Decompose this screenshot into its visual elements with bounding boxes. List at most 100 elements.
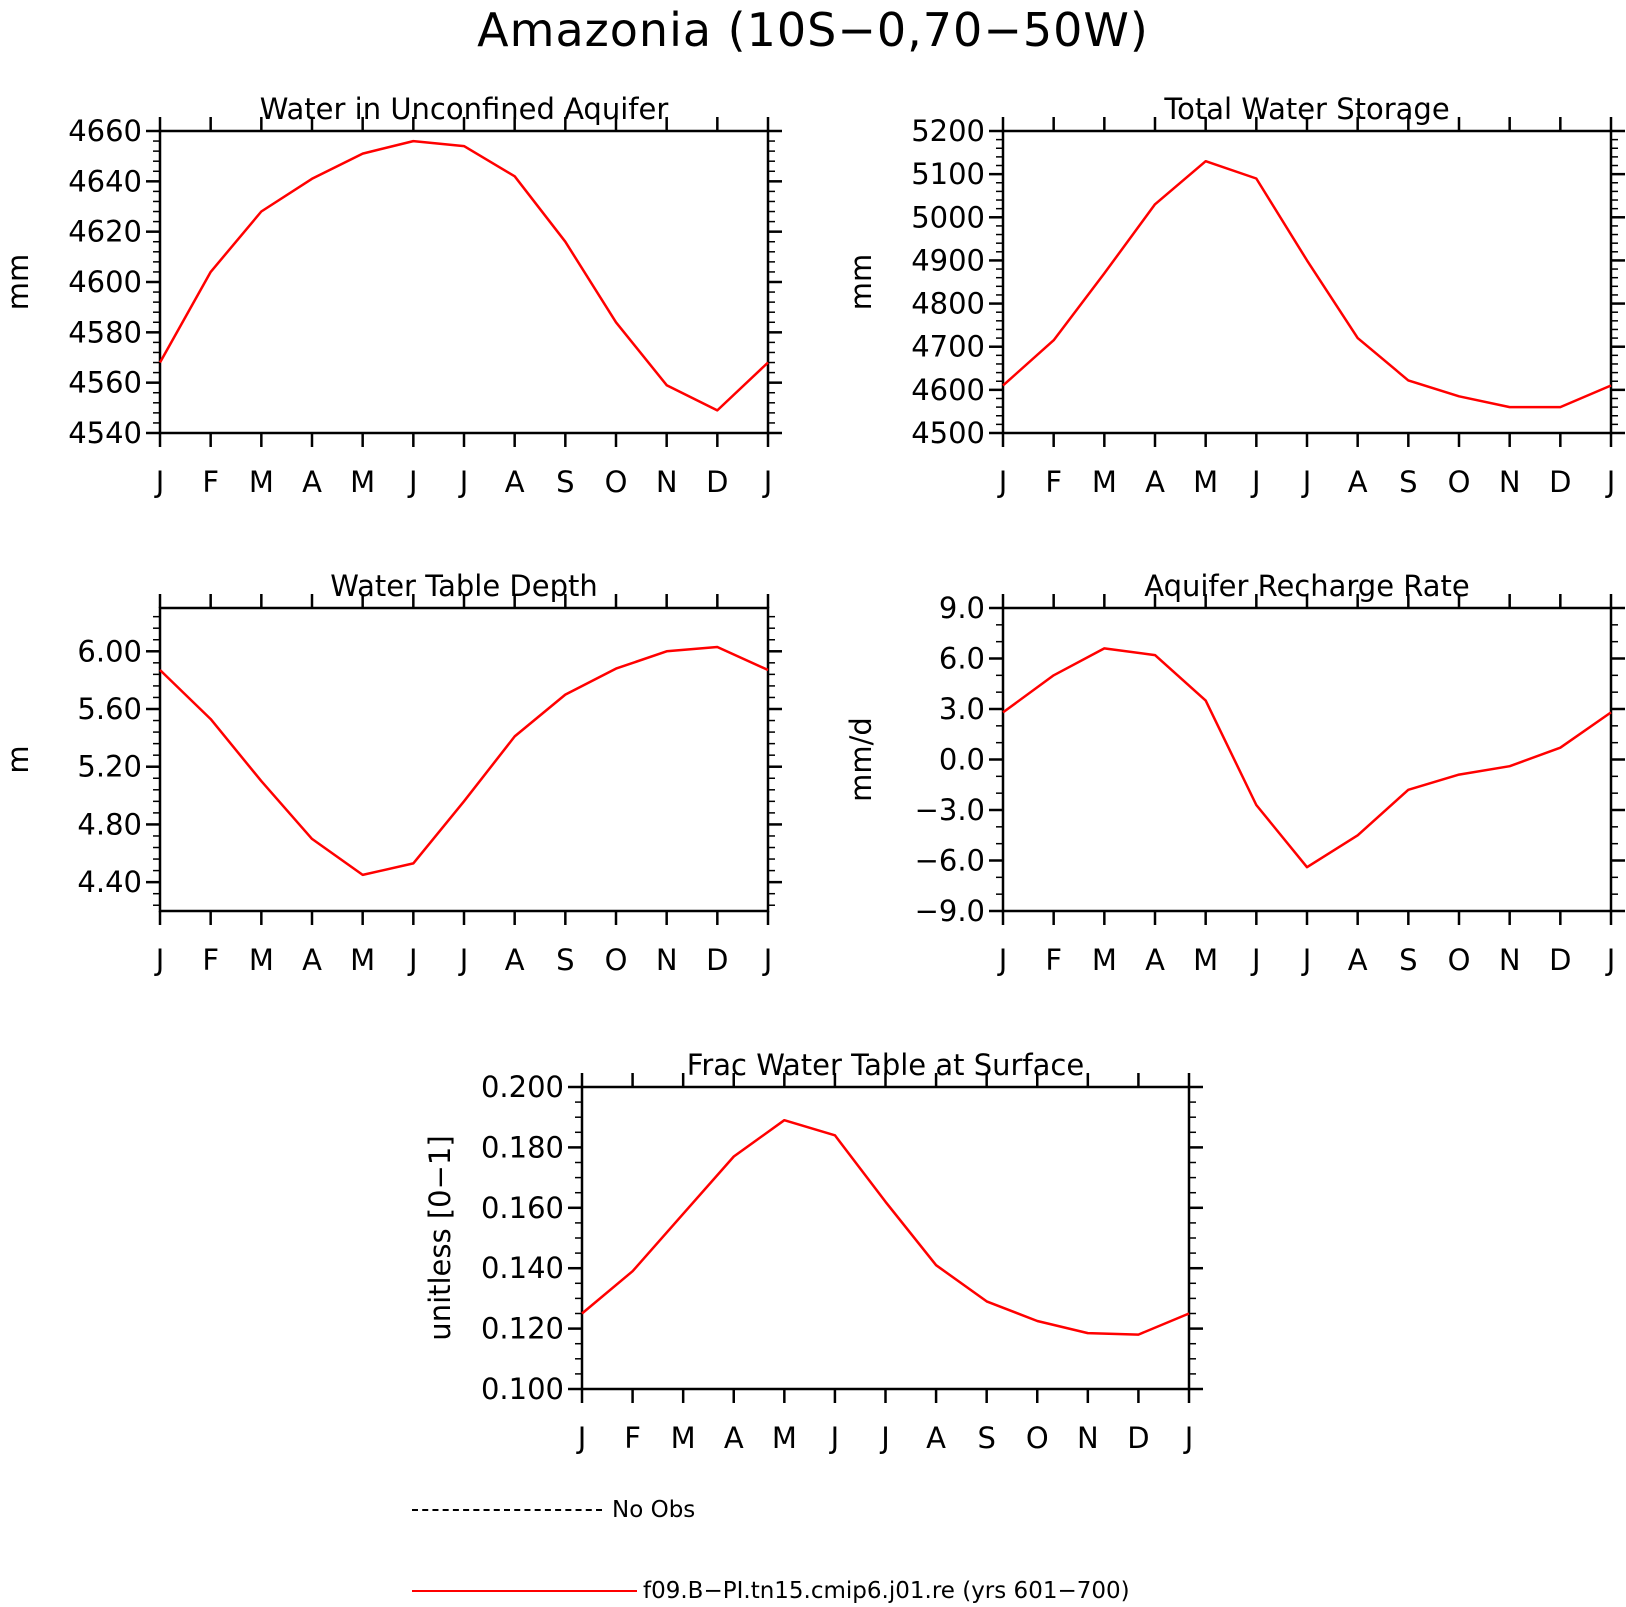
y-tick-label: 0.160 — [481, 1191, 564, 1225]
y-tick-label: 5000 — [911, 200, 985, 234]
x-tick-label: J — [1301, 465, 1312, 499]
y-tick-label: 4600 — [911, 373, 985, 407]
x-tick-label: J — [458, 943, 469, 977]
x-tick-label: J — [407, 465, 418, 499]
x-tick-label: N — [1499, 465, 1521, 499]
x-tick-label: J — [1250, 943, 1261, 977]
plot-frame — [580, 1085, 1191, 1391]
x-tick-label: F — [202, 943, 219, 977]
plot-frame — [1001, 129, 1613, 435]
x-tick-label: F — [624, 1421, 641, 1455]
x-tick-label: D — [706, 943, 728, 977]
series-line-1 — [158, 139, 769, 412]
x-tick-label: A — [1145, 943, 1165, 977]
x-tick-label: J — [1605, 943, 1616, 977]
x-tick-label: A — [302, 943, 322, 977]
legend-entry-no-obs: No Obs — [412, 1497, 695, 1523]
legend-red-swatch — [412, 1590, 637, 1592]
x-tick-label: S — [556, 465, 574, 499]
x-tick-label: M — [1193, 465, 1218, 499]
x-tick-label: S — [1399, 943, 1417, 977]
y-tick-label: 4560 — [68, 366, 142, 400]
y-tick-label: 4.80 — [77, 807, 142, 841]
x-tick-label: D — [1549, 465, 1571, 499]
y-tick-label: 4620 — [68, 215, 142, 249]
y-axis-label: mm/d — [844, 717, 878, 802]
x-tick-label: F — [1045, 943, 1062, 977]
x-tick-label: J — [997, 943, 1008, 977]
y-tick-label: −3.0 — [915, 793, 985, 827]
y-tick-label: 4500 — [911, 416, 985, 450]
y-tick-label: 4640 — [68, 164, 142, 198]
x-tick-label: A — [505, 465, 525, 499]
x-tick-label: J — [576, 1421, 587, 1455]
x-tick-label: A — [1348, 943, 1368, 977]
legend-label: f09.B−PI.tn15.cmip6.j01.re (yrs 601−700) — [643, 1578, 1130, 1604]
x-tick-label: A — [1348, 465, 1368, 499]
x-tick-label: J — [458, 465, 469, 499]
x-tick-label: O — [605, 943, 628, 977]
x-tick-label: F — [1045, 465, 1062, 499]
x-tick-label: M — [1092, 465, 1117, 499]
x-tick-label: D — [706, 465, 728, 499]
y-tick-label: 0.200 — [481, 1070, 564, 1104]
y-tick-label: 3.0 — [939, 692, 985, 726]
x-tick-label: J — [879, 1421, 890, 1455]
y-tick-label: 0.0 — [939, 743, 985, 777]
y-tick-label: −9.0 — [915, 894, 985, 928]
x-tick-label: M — [350, 465, 375, 499]
x-tick-label: J — [1301, 943, 1312, 977]
x-tick-label: A — [1145, 465, 1165, 499]
plot-frame — [158, 606, 770, 913]
legend-label: No Obs — [612, 1497, 696, 1523]
series-line-1 — [1002, 159, 1612, 409]
chart-panel-1: Water in Unconfined Aquifer4540456045804… — [1, 92, 782, 499]
x-tick-label: J — [762, 465, 773, 499]
x-tick-label: A — [926, 1421, 946, 1455]
legend-dashed-swatch — [412, 1509, 602, 1511]
x-tick-label: M — [249, 465, 274, 499]
y-tick-label: 4600 — [68, 265, 142, 299]
legend-entry-model: f09.B−PI.tn15.cmip6.j01.re (yrs 601−700) — [412, 1578, 1130, 1604]
chart-panel-5: Frac Water Table at Surface0.1000.1200.1… — [423, 1048, 1203, 1455]
figure-title: Amazonia (10S−0,70−50W) — [477, 3, 1149, 57]
x-tick-label: J — [1605, 465, 1616, 499]
y-tick-label: 4900 — [911, 243, 985, 277]
x-tick-label: O — [1448, 943, 1471, 977]
y-axis-label: unitless [0−1] — [423, 1135, 457, 1340]
series-line-1 — [581, 1118, 1190, 1336]
x-tick-label: J — [154, 943, 165, 977]
y-tick-label: 5.20 — [77, 750, 142, 784]
y-axis-label: mm — [1, 254, 35, 311]
series-line-1 — [159, 645, 769, 877]
y-axis-label: m — [1, 745, 35, 773]
x-tick-label: D — [1127, 1421, 1149, 1455]
x-tick-label: D — [1549, 943, 1571, 977]
y-tick-label: 4800 — [911, 287, 985, 321]
y-axis-label: mm — [844, 254, 878, 311]
y-tick-label: 4.40 — [77, 865, 142, 899]
y-tick-label: 4700 — [911, 330, 985, 364]
y-tick-label: 5100 — [911, 157, 985, 191]
y-tick-label: 5200 — [911, 114, 985, 148]
y-tick-label: 4660 — [68, 114, 142, 148]
x-tick-label: J — [1183, 1421, 1194, 1455]
y-tick-label: 0.180 — [481, 1130, 564, 1164]
x-tick-label: N — [656, 465, 678, 499]
x-tick-label: N — [1499, 943, 1521, 977]
y-tick-label: 4540 — [68, 416, 142, 450]
y-tick-label: 0.120 — [481, 1312, 564, 1346]
y-tick-label: 6.00 — [77, 634, 142, 668]
x-tick-label: J — [154, 465, 165, 499]
x-tick-label: J — [1250, 465, 1261, 499]
x-tick-label: S — [977, 1421, 995, 1455]
y-tick-label: −6.0 — [915, 844, 985, 878]
x-tick-label: A — [505, 943, 525, 977]
plot-frame — [158, 129, 770, 435]
series-line-1 — [1002, 647, 1612, 869]
x-tick-label: J — [997, 465, 1008, 499]
x-tick-label: N — [656, 943, 678, 977]
y-tick-label: 6.0 — [939, 642, 985, 676]
